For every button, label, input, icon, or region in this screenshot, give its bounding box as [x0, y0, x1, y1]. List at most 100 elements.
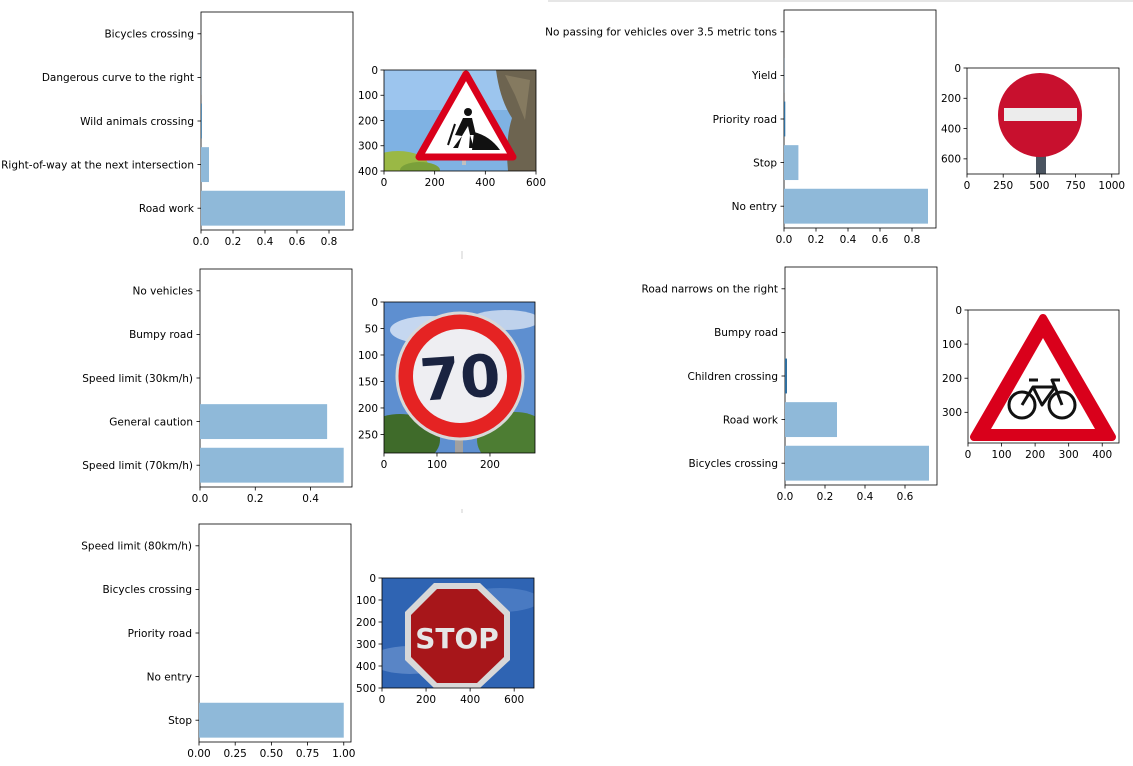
x-tick-label: 0.25 — [223, 748, 246, 760]
image-x-tick-label: 100 — [427, 459, 447, 471]
image-x-tick-label: 0 — [964, 180, 971, 192]
image-y-tick-label: 500 — [356, 683, 376, 695]
image-frame — [966, 67, 1120, 175]
image-x-tick-label: 0 — [965, 449, 972, 461]
image-x-tick-label: 500 — [1029, 180, 1049, 192]
category-label: Speed limit (80km/h) — [81, 541, 192, 553]
image-x-tick-label: 0 — [381, 459, 388, 471]
x-tick-label: 0.2 — [247, 493, 264, 505]
probability-bar — [201, 147, 209, 183]
stop-sign-art: STOP — [382, 578, 534, 688]
image-x-tick-label: 400 — [460, 694, 480, 706]
probability-bar — [784, 188, 928, 224]
image-frame — [381, 577, 535, 689]
category-label: Right-of-way at the next intersection — [1, 159, 194, 171]
bar-charts-layer: Road work Right-of-way at the next inters… — [1, 9, 938, 760]
image-y-tick-label: 200 — [942, 373, 962, 385]
image-y-tick-label: 400 — [358, 166, 378, 178]
image-y-tick-label: 50 — [365, 323, 378, 335]
category-label: Road work — [723, 414, 779, 426]
image-frame — [967, 309, 1120, 444]
speed-limit-value: 70 — [418, 341, 503, 414]
top-toolbar-strip — [548, 0, 1133, 2]
x-tick-label: 0.2 — [808, 234, 825, 246]
image-x-tick-label: 100 — [992, 449, 1012, 461]
probability-bar — [785, 402, 837, 438]
image-y-tick-label: 0 — [955, 305, 962, 317]
category-label: Priority road — [128, 628, 192, 640]
x-tick-label: 0.2 — [225, 236, 242, 248]
image-y-tick-label: 300 — [358, 141, 378, 153]
x-tick-label: 1.00 — [332, 748, 355, 760]
image-y-tick-label: 0 — [371, 65, 378, 77]
x-tick-label: 0.6 — [897, 491, 914, 503]
image-x-tick-label: 200 — [1025, 449, 1045, 461]
image-x-tick-label: 0 — [381, 177, 388, 189]
image-y-tick-label: 150 — [358, 376, 378, 388]
x-tick-label: 0.4 — [302, 493, 319, 505]
category-label: Bumpy road — [714, 327, 778, 339]
category-label: Bicycles crossing — [102, 584, 192, 596]
category-label: Stop — [753, 157, 777, 169]
x-tick-label: 0.8 — [904, 234, 921, 246]
image-y-tick-label: 100 — [358, 90, 378, 102]
image-y-tick-label: 600 — [941, 154, 961, 166]
category-label: General caution — [109, 416, 193, 428]
x-tick-label: 0.75 — [296, 748, 319, 760]
x-tick-label: 0.4 — [840, 234, 857, 246]
probability-bar — [785, 445, 929, 481]
no-entry-sign-art — [967, 68, 1119, 174]
category-label: Road narrows on the right — [642, 284, 778, 296]
category-label: Speed limit (70km/h) — [82, 460, 193, 472]
speed-limit-70-sign-image-axes: 0 100 200 0 50 100 150 200 250 — [358, 297, 536, 471]
bar-chart-1: Road work Right-of-way at the next inters… — [1, 11, 354, 248]
probability-bar — [785, 358, 787, 394]
image-y-tick-label: 200 — [358, 403, 378, 415]
road-work-sign-art — [384, 70, 536, 171]
category-label: Bicycles crossing — [104, 29, 194, 41]
image-y-tick-label: 0 — [369, 573, 376, 585]
x-tick-label: 0.0 — [777, 491, 794, 503]
image-x-tick-label: 0 — [379, 694, 386, 706]
x-tick-label: 0.8 — [321, 236, 338, 248]
category-label: Bumpy road — [129, 329, 193, 341]
x-tick-label: 0.50 — [260, 748, 283, 760]
category-label: Speed limit (30km/h) — [82, 373, 193, 385]
category-label: No passing for vehicles over 3.5 metric … — [545, 27, 777, 39]
x-tick-label: 0.2 — [817, 491, 834, 503]
image-y-tick-label: 100 — [356, 595, 376, 607]
stop-sign-image-axes: 0 200 400 600 0 100 200 300 400 500 — [356, 573, 535, 706]
image-x-tick-label: 300 — [1059, 449, 1079, 461]
image-x-tick-label: 200 — [416, 694, 436, 706]
image-x-tick-label: 400 — [1092, 449, 1112, 461]
x-tick-label: 0.4 — [857, 491, 874, 503]
bar-chart-4: Bicycles crossing Road work Children cross… — [642, 266, 938, 503]
image-x-tick-label: 1000 — [1098, 180, 1125, 192]
image-frame — [383, 301, 536, 454]
road-work-sign-image-axes: 0 200 400 600 0 100 200 300 400 — [358, 65, 546, 189]
category-label: No entry — [147, 671, 192, 683]
category-label: No vehicles — [133, 286, 193, 298]
image-x-tick-label: 200 — [425, 177, 445, 189]
category-label: Children crossing — [688, 371, 779, 383]
bicycles-crossing-sign-image-axes: 0 100 200 300 400 0 100 200 300 — [942, 305, 1120, 461]
image-y-tick-label: 300 — [942, 407, 962, 419]
category-label: Priority road — [713, 114, 777, 126]
probability-bar — [200, 447, 344, 483]
x-tick-label: 0.4 — [257, 236, 274, 248]
stop-sign-text: STOP — [415, 622, 499, 655]
category-label: No entry — [732, 201, 777, 213]
category-label: Bicycles crossing — [688, 458, 778, 470]
probability-bar — [784, 101, 786, 137]
x-tick-label: 0.0 — [192, 493, 209, 505]
image-y-tick-label: 200 — [941, 93, 961, 105]
image-y-tick-label: 300 — [356, 639, 376, 651]
bicycles-crossing-sign-art — [968, 310, 1119, 443]
bar-chart-2: No entry Stop Priority road Yield No passing… — [545, 9, 937, 246]
category-label: Dangerous curve to the right — [42, 72, 194, 84]
image-x-tick-label: 250 — [993, 180, 1013, 192]
x-tick-label: 0.6 — [289, 236, 306, 248]
image-y-tick-label: 200 — [358, 115, 378, 127]
probability-bar — [200, 404, 328, 440]
bar-chart-3: Speed limit (70km/h) General caution Speed… — [82, 268, 353, 505]
